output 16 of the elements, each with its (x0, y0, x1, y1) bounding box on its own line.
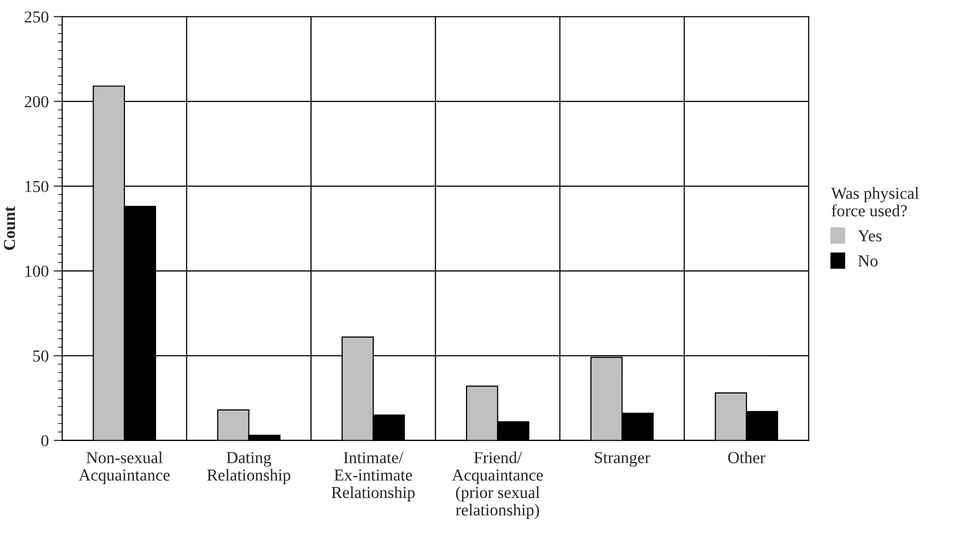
y-tick-label: 100 (25, 266, 48, 277)
x-tick-label: Other (728, 452, 766, 464)
x-tick-label: Non-sexual Acquaintance (78, 452, 170, 484)
y-tick-label: 200 (24, 96, 48, 108)
x-tick-label: Dating Relationship (207, 452, 290, 484)
x-tick-label: Intimate/ Ex-intimate Relationship (332, 452, 415, 502)
y-tick-label: 250 (24, 11, 48, 23)
y-tick-label: 150 (25, 180, 48, 192)
y-tick-label: 0 (41, 435, 48, 446)
legend-label: No (858, 255, 878, 266)
y-axis-title: Count (4, 206, 16, 250)
legend-title: Was physical force used? (831, 187, 919, 216)
y-tick-label: 50 (33, 350, 48, 362)
legend-label: Yes (858, 230, 882, 242)
x-tick-label: Friend/ Acquaintance (prior sexual relationship) (452, 452, 543, 519)
x-tick-label: Stranger (594, 452, 650, 467)
